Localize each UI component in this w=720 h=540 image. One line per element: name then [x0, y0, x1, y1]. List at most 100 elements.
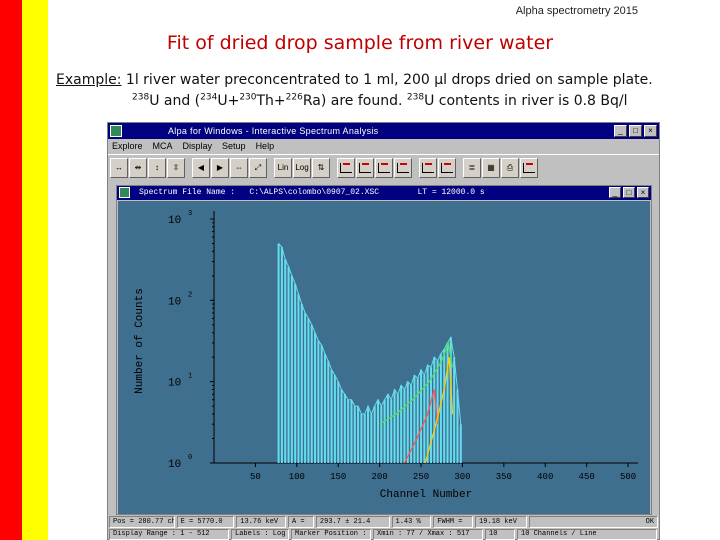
maximize-icon[interactable]: □ [629, 125, 642, 137]
status-area-value: 293.7 ± 21.4 [315, 516, 390, 528]
desc-text-5: U contents in river is 0.8 Bq/l [424, 93, 628, 109]
y-tick-label: 10 [168, 378, 181, 390]
spectrum-window: Spectrum File Name : C:\ALPS\colombo\090… [116, 185, 652, 515]
x-tick-label: 300 [454, 472, 470, 482]
fit-curve-component-2 [424, 357, 454, 464]
log-scale-icon[interactable]: Log [293, 157, 311, 178]
status-marker-position: Marker Position : [291, 529, 371, 540]
linear-scale-icon[interactable]: Lin [274, 157, 292, 178]
x-tick-label: 350 [496, 472, 512, 482]
status-channels-per-line: 10 Channels / Line [517, 529, 657, 540]
status-xminmax: Xmin : 77 / Xmax : 517 [373, 529, 483, 540]
menu-mca[interactable]: MCA [152, 141, 173, 151]
isotope-230: 230 [239, 92, 257, 103]
isotope-238-b: 238 [406, 92, 425, 103]
x-tick-label: 50 [250, 472, 261, 482]
menu-setup[interactable]: Setup [222, 141, 246, 151]
analysis-icon[interactable] [438, 157, 456, 178]
desc-text-3: Th+ [256, 93, 286, 109]
chart-export-icon[interactable] [520, 157, 538, 178]
scroll-right-icon[interactable]: ▶ [211, 157, 229, 178]
spectrum-close-icon[interactable]: × [637, 187, 649, 198]
spectrum-minimize-icon[interactable]: _ [609, 187, 621, 198]
description-line-2: 238U and (234U+230Th+226Ra) are found. 2… [56, 91, 716, 112]
table-icon[interactable]: ▦ [482, 157, 500, 178]
y-axis-label: Number of Counts [134, 288, 146, 394]
menu-explore[interactable]: Explore [112, 141, 143, 151]
app-title: Alpa for Windows - Interactive Spectrum … [168, 126, 379, 136]
spectrum-system-icon[interactable] [119, 187, 130, 198]
scroll-left-icon[interactable]: ◀ [192, 157, 210, 178]
status-fwhm-label: FWHM = [433, 516, 474, 528]
isotope-226: 226 [285, 92, 303, 103]
spectrum-maximize-icon[interactable]: □ [623, 187, 635, 198]
zoom-in-x-icon[interactable]: ↔ [110, 157, 128, 178]
spectrum-titlebar[interactable]: Spectrum File Name : C:\ALPS\colombo\090… [117, 186, 651, 200]
isotope-234: 234 [200, 92, 218, 103]
statusbar: Pos = 280.77 ch E = 5770.0 13.76 keV A =… [109, 516, 659, 528]
y-tick-label: 10 [168, 215, 181, 227]
residual-icon[interactable] [375, 157, 393, 178]
window-controls: _ □ × [614, 125, 657, 137]
desc-text-1: U and ( [149, 93, 201, 109]
y-tick-exponent: 2 [188, 291, 192, 299]
app-window: Alpa for Windows - Interactive Spectrum … [107, 122, 660, 540]
menubar: Explore MCA Display Setup Help [108, 140, 659, 153]
zoom-in-y-icon[interactable]: ↕ [148, 157, 166, 178]
print-icon[interactable]: ⎙ [501, 157, 519, 178]
y-tick-exponent: 1 [188, 373, 192, 381]
status-position: Pos = 280.77 ch [109, 516, 175, 528]
spectrum-envelope [278, 243, 462, 425]
statusbar-secondary: Display Range : 1 - 512 Labels : Log Mar… [109, 529, 658, 540]
app-titlebar[interactable]: Alpa for Windows - Interactive Spectrum … [108, 123, 659, 139]
fit-curve-component-1 [403, 389, 439, 464]
x-axis-label: Channel Number [380, 489, 472, 501]
calibration-icon[interactable] [419, 157, 437, 178]
app-system-icon[interactable] [110, 125, 122, 137]
x-tick-label: 450 [579, 472, 595, 482]
status-labels: Labels : Log [231, 529, 289, 540]
x-tick-label: 250 [413, 472, 429, 482]
fit-display-icon[interactable] [356, 157, 374, 178]
x-tick-label: 150 [330, 472, 346, 482]
spectrum-window-controls: _ □ × [609, 187, 649, 198]
zoom-out-y-icon[interactable]: ⇳ [167, 157, 185, 178]
minimize-icon[interactable]: _ [614, 125, 627, 137]
left-red-stripe [0, 0, 22, 540]
auto-scale-icon[interactable]: ⇅ [312, 157, 330, 178]
status-area-pct: 1.43 % [391, 516, 432, 528]
description-line-1: 1l river water preconcentrated to 1 ml, … [125, 72, 653, 88]
x-tick-label: 400 [537, 472, 553, 482]
slide-description: Example: 1l river water preconcentrated … [56, 70, 716, 112]
peak-search-icon[interactable] [394, 157, 412, 178]
spectrum-display-icon[interactable] [337, 157, 355, 178]
status-display-range: Display Range : 1 - 512 [109, 529, 229, 540]
y-tick-label: 10 [168, 296, 181, 308]
y-tick-exponent: 0 [188, 454, 192, 462]
status-channels-count: 10 [485, 529, 515, 540]
spectrum-file-title: Spectrum File Name : C:\ALPS\colombo\090… [139, 188, 485, 197]
left-yellow-stripe [22, 0, 48, 540]
y-tick-exponent: 3 [188, 210, 192, 218]
zoom-out-x-icon[interactable]: ⇹ [129, 157, 147, 178]
status-fwhm-value: 19.18 keV [475, 516, 527, 528]
header-note: Alpha spectrometry 2015 [515, 5, 638, 17]
slide-title: Fit of dried drop sample from river wate… [166, 32, 554, 54]
fit-curve-total [379, 340, 454, 425]
y-tick-label: 10 [168, 459, 181, 471]
spectrum-plot[interactable]: 10 0 10 1 10 2 10 3 50 100 150 200 250 300 350 400 450 50… [118, 201, 650, 514]
x-tick-label: 100 [289, 472, 305, 482]
status-energy: E = 5770.0 [176, 516, 235, 528]
menu-help[interactable]: Help [255, 141, 275, 151]
x-tick-label: 200 [372, 472, 388, 482]
menu-display[interactable]: Display [182, 141, 213, 151]
toolbar: ↔ ⇹ ↕ ⇳ ◀ ▶ ⇔ ⤢ Lin Log ⇅ ≣ ▦ ⎙ [108, 154, 659, 180]
report-icon[interactable]: ≣ [463, 157, 481, 178]
expand-icon[interactable]: ⇔ [230, 157, 248, 178]
isotope-238-a: 238 [132, 92, 150, 103]
status-ok: OK [528, 516, 659, 528]
status-area-label: A = [288, 516, 314, 528]
full-view-icon[interactable]: ⤢ [249, 157, 267, 178]
close-icon[interactable]: × [644, 125, 657, 137]
